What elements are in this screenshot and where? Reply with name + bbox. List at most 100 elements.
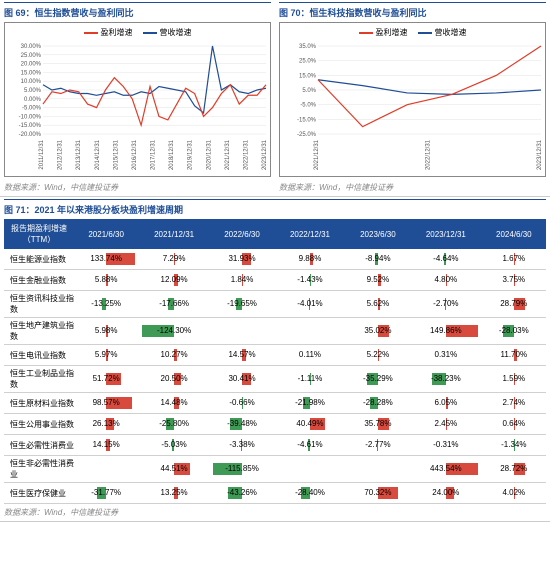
chart-70-title: 图 70：恒生科技指数营收与盈利同比 [279, 2, 546, 22]
chart-69-plot: 30.00%25.00%20.00%15.00%10.00%5.00%0.00%… [5, 42, 270, 172]
table-header: 2022/12/31 [274, 219, 346, 249]
svg-text:5.0%: 5.0% [302, 88, 316, 94]
table-cell: 14.57% [210, 345, 274, 366]
svg-text:-25.0%: -25.0% [297, 132, 317, 138]
chart-70-box: 盈利增速 营收增速 35.0%25.0%15.0%5.0%-5.0%-15.0%… [279, 22, 546, 177]
table-cell: -38.23% [410, 366, 482, 393]
table-cell: 44.51% [138, 456, 210, 483]
svg-text:2020/12/31: 2020/12/31 [206, 139, 212, 170]
table-cell: 40.49% [274, 414, 346, 435]
legend-label: 营收增速 [160, 27, 192, 38]
table-cell: -13.25% [74, 291, 138, 318]
table-row: 恒生电讯业指数5.97%10.27%14.57%0.11%5.22%0.31%1… [4, 345, 546, 366]
table-header: 2021/12/31 [138, 219, 210, 249]
svg-text:0.00%: 0.00% [24, 97, 42, 103]
table-cell: -5.03% [138, 435, 210, 456]
table-cell: 5.22% [346, 345, 410, 366]
table-cell: 5.62% [346, 291, 410, 318]
chart-70-legend: 盈利增速 营收增速 [280, 23, 545, 42]
svg-text:-20.00%: -20.00% [19, 132, 42, 138]
table-cell: 20.50% [138, 366, 210, 393]
table-cell: 0.11% [274, 345, 346, 366]
row-label: 恒生金融业指数 [4, 270, 74, 291]
chart-69-panel: 图 69：恒生指数营收与盈利同比 盈利增速 营收增速 30.00%25.00%2… [0, 0, 275, 179]
table-cell: -2.77% [346, 435, 410, 456]
table-cell: -31.77% [74, 483, 138, 504]
table-71: 报告期盈利增速（TTM）2021/6/302021/12/312022/6/30… [4, 219, 546, 504]
table-cell: -39.48% [210, 414, 274, 435]
svg-text:-5.00%: -5.00% [22, 106, 42, 112]
table-row: 恒生金融业指数5.88%12.09%1.84%-1.43%9.52%4.80%3… [4, 270, 546, 291]
table-cell: 14.15% [74, 435, 138, 456]
legend-swatch-blue [418, 32, 432, 34]
table-cell: -0.31% [410, 435, 482, 456]
table-cell: 5.98% [74, 318, 138, 345]
table-71-title: 图 71：2021 年以来港股分板块盈利增速周期 [4, 199, 546, 219]
table-header: 2021/6/30 [74, 219, 138, 249]
table-cell: 9.88% [274, 249, 346, 270]
table-cell: 98.57% [74, 393, 138, 414]
table-header-first: 报告期盈利增速（TTM） [4, 219, 74, 249]
table-cell: 35.78% [346, 414, 410, 435]
legend-item-profit: 盈利增速 [359, 27, 408, 38]
table-header: 2022/6/30 [210, 219, 274, 249]
svg-text:25.00%: 25.00% [21, 53, 42, 59]
chart-source-69: 数据来源：Wind，中信建投证券 [0, 179, 275, 197]
table-cell: 0.31% [410, 345, 482, 366]
row-label: 恒生能源业指数 [4, 249, 74, 270]
chart-70-panel: 图 70：恒生科技指数营收与盈利同比 盈利增速 营收增速 35.0%25.0%1… [275, 0, 550, 179]
table-cell: -0.66% [210, 393, 274, 414]
svg-text:2021/12/31: 2021/12/31 [314, 139, 320, 170]
table-cell: -115.85% [210, 456, 274, 483]
table-row: 恒生地产建筑业指数5.98%-124.30%35.02%149.86%-28.0… [4, 318, 546, 345]
table-cell: 6.05% [410, 393, 482, 414]
table-cell: -4.01% [274, 291, 346, 318]
svg-text:15.00%: 15.00% [21, 70, 42, 76]
table-cell: -19.65% [210, 291, 274, 318]
legend-swatch-red [359, 32, 373, 34]
table-cell: 26.13% [74, 414, 138, 435]
table-cell: 149.86% [410, 318, 482, 345]
row-label: 恒生工业制品业指数 [4, 366, 74, 393]
svg-text:2022/12/31: 2022/12/31 [426, 139, 432, 170]
svg-text:20.00%: 20.00% [21, 62, 42, 68]
table-cell: 28.72% [482, 456, 546, 483]
table-cell: 70.32% [346, 483, 410, 504]
svg-text:-15.0%: -15.0% [297, 117, 317, 123]
table-cell: 1.84% [210, 270, 274, 291]
table-header: 2024/6/30 [482, 219, 546, 249]
table-row: 恒生非必需性消费业44.51%-115.85%443.54%28.72% [4, 456, 546, 483]
table-cell: 2.74% [482, 393, 546, 414]
svg-text:35.0%: 35.0% [299, 44, 317, 50]
svg-text:2019/12/31: 2019/12/31 [188, 139, 194, 170]
table-cell: -35.29% [346, 366, 410, 393]
table-cell: -4.61% [274, 435, 346, 456]
svg-text:2015/12/31: 2015/12/31 [113, 139, 119, 170]
legend-item-profit: 盈利增速 [84, 27, 133, 38]
table-row: 恒生医疗保健业-31.77%13.25%-43.26%-28.40%70.32%… [4, 483, 546, 504]
table-cell: 13.25% [138, 483, 210, 504]
table-cell: -17.66% [138, 291, 210, 318]
table-cell: 31.93% [210, 249, 274, 270]
svg-text:2011/12/31: 2011/12/31 [39, 139, 45, 169]
table-header: 2023/6/30 [346, 219, 410, 249]
table-cell: 4.02% [482, 483, 546, 504]
table-cell [346, 456, 410, 483]
table-cell: 1.67% [482, 249, 546, 270]
table-cell: 4.80% [410, 270, 482, 291]
row-label: 恒生电讯业指数 [4, 345, 74, 366]
table-cell: 11.70% [482, 345, 546, 366]
charts-row: 图 69：恒生指数营收与盈利同比 盈利增速 营收增速 30.00%25.00%2… [0, 0, 550, 179]
row-label: 恒生医疗保健业 [4, 483, 74, 504]
table-cell: -124.30% [138, 318, 210, 345]
table-cell: 28.79% [482, 291, 546, 318]
table-cell: 1.59% [482, 366, 546, 393]
table-cell: 12.09% [138, 270, 210, 291]
table-cell: 133.74% [74, 249, 138, 270]
table-cell [274, 456, 346, 483]
table-cell: 2.45% [410, 414, 482, 435]
table-header: 2023/12/31 [410, 219, 482, 249]
table-cell: -21.98% [274, 393, 346, 414]
table-cell: 5.88% [74, 270, 138, 291]
table-row: 恒生公用事业指数26.13%-25.80%-39.48%40.49%35.78%… [4, 414, 546, 435]
